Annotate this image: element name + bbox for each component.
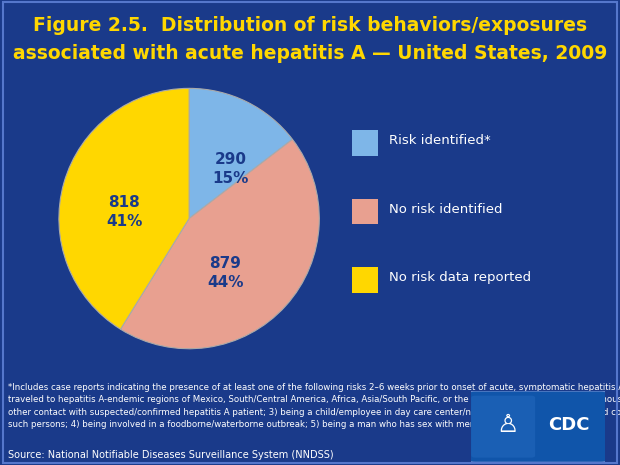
- Text: 879
44%: 879 44%: [207, 256, 244, 290]
- Text: ♙: ♙: [496, 413, 518, 437]
- Text: Source: National Notifiable Diseases Surveillance System (NNDSS): Source: National Notifiable Diseases Sur…: [8, 450, 334, 459]
- Text: Figure 2.5.  Distribution of risk behaviors/exposures: Figure 2.5. Distribution of risk behavio…: [33, 16, 587, 35]
- Text: 290
15%: 290 15%: [213, 152, 249, 186]
- Wedge shape: [120, 140, 319, 349]
- FancyBboxPatch shape: [467, 391, 608, 463]
- Text: *Includes case reports indicating the presence of at least one of the following : *Includes case reports indicating the pr…: [8, 383, 620, 429]
- Wedge shape: [59, 88, 189, 329]
- Text: Risk identified*: Risk identified*: [389, 134, 490, 147]
- Text: associated with acute hepatitis A — United States, 2009: associated with acute hepatitis A — Unit…: [13, 44, 607, 63]
- FancyBboxPatch shape: [352, 130, 378, 156]
- Wedge shape: [189, 88, 293, 219]
- FancyBboxPatch shape: [352, 199, 378, 224]
- Text: CDC: CDC: [547, 416, 589, 434]
- Text: No risk identified: No risk identified: [389, 203, 502, 216]
- Text: 818
41%: 818 41%: [106, 195, 142, 229]
- FancyBboxPatch shape: [352, 267, 378, 292]
- FancyBboxPatch shape: [471, 396, 535, 458]
- Text: No risk data reported: No risk data reported: [389, 271, 531, 284]
